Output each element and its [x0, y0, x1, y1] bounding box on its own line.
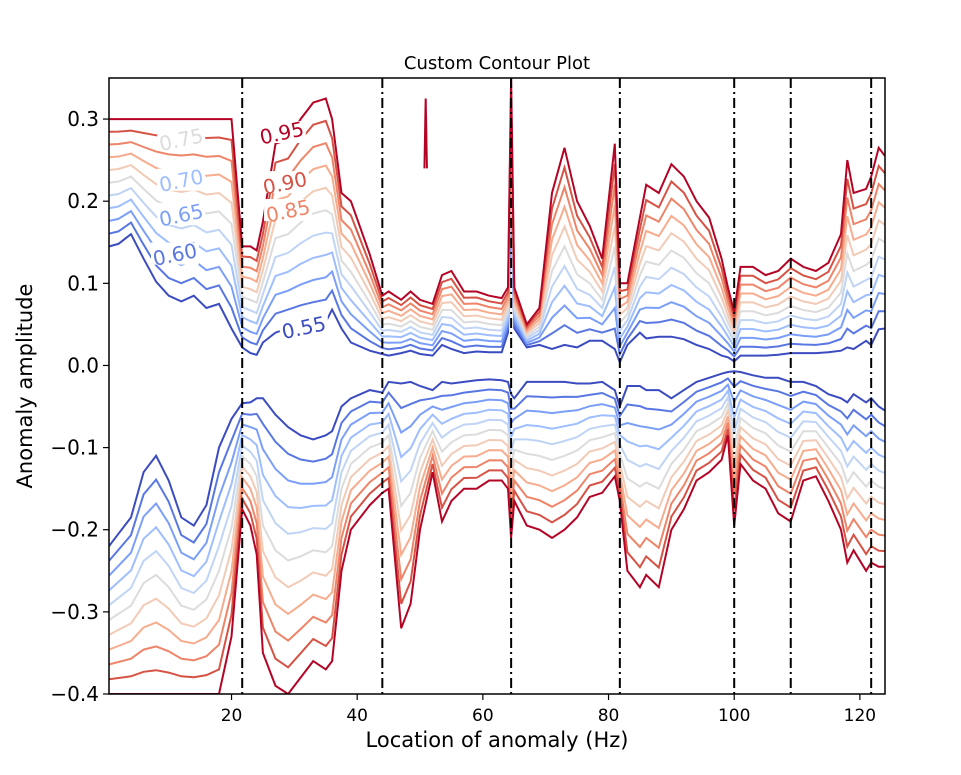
contour-line-lower-1_05: [109, 435, 885, 694]
y-tick-label-7: −0.4: [50, 682, 99, 706]
x-tick-label-3: 80: [598, 706, 620, 726]
y-tick-label-4: −0.1: [50, 436, 99, 460]
contour-label-bg-2: [264, 199, 313, 222]
contour-label-bg-3: [157, 127, 206, 150]
contour-line-lower-0_7: [109, 388, 885, 592]
contour-line-upper-1_05: [109, 78, 885, 327]
contour-label-bg-7: [279, 315, 328, 338]
x-axis-label: Location of anomaly (Hz): [366, 728, 629, 752]
x-tick-label-0: 20: [221, 706, 243, 726]
y-tick-label-2: 0.1: [67, 271, 99, 295]
reference-lines: [241, 78, 873, 694]
y-tick-label-1: 0.2: [67, 189, 99, 213]
contour-line-lower-0_85: [109, 409, 885, 636]
contour-label-bg-1: [260, 171, 309, 194]
y-tick-label-5: −0.2: [50, 518, 99, 542]
chart-title: Custom Contour Plot: [404, 53, 590, 74]
contour-label-bg-6: [150, 242, 199, 265]
y-axis-label: Anomaly amplitude: [13, 284, 37, 489]
contour-line-lower-0_75: [109, 394, 885, 607]
contour-line-upper-0_9: [109, 114, 885, 334]
x-tick-label-4: 100: [718, 706, 750, 726]
contour-line-lower-0_6: [109, 377, 885, 562]
y-tick-label-3: 0.0: [67, 353, 99, 377]
contour-lines: [109, 78, 885, 694]
contour-spike: [423, 98, 428, 169]
x-tick-label-2: 60: [472, 706, 494, 726]
contour-line-lower-1: [109, 428, 885, 681]
x-tick-label-5: 120: [844, 706, 876, 726]
plot-frame: [108, 77, 886, 695]
contour-label-bg-5: [157, 203, 206, 226]
contour-line-lower-0_65: [109, 382, 885, 577]
contour-line-lower-0_8: [109, 400, 885, 621]
y-tick-label-0: 0.3: [67, 107, 99, 131]
y-axis: 0.3 0.2 0.1 0.0 −0.1 −0.2 −0.3 −0.4: [50, 107, 109, 706]
contour-label-bg-4: [157, 168, 206, 191]
x-axis: 20 40 60 80 100 120: [221, 694, 876, 726]
contour-line-lower-0_55: [109, 370, 885, 547]
y-tick-label-6: −0.3: [50, 600, 99, 624]
x-tick-label-1: 40: [346, 706, 368, 726]
contour-label-bg-0: [257, 121, 306, 144]
